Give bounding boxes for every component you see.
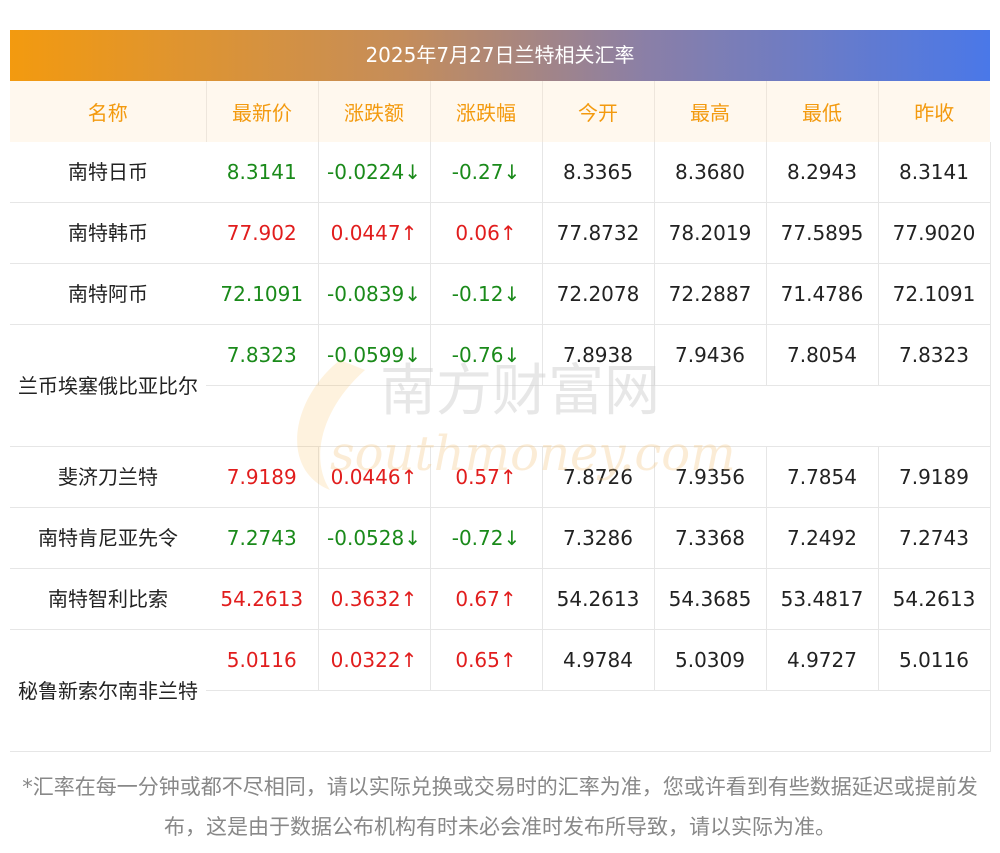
table-row: 南特阿币 72.1091 -0.0839↓ -0.12↓ 72.2078 72.2887 7… (10, 263, 991, 325)
cell-change: 0.3632↑ (318, 568, 431, 630)
cell-prev: 7.2743 (878, 507, 991, 569)
currency-pair-name: 秘鲁新索尔南非兰特 (10, 629, 206, 752)
cell-open: 7.8938 (542, 324, 655, 386)
cell-open: 7.3286 (542, 507, 655, 569)
cell-open: 77.8732 (542, 202, 655, 264)
table-header-row: 名称 最新价 涨跌额 涨跌幅 今开 最高 最低 昨收 (10, 81, 990, 142)
exchange-rate-table: 名称 最新价 涨跌额 涨跌幅 今开 最高 最低 昨收 南特日币 8.3141 -0.… (10, 81, 991, 752)
cell-low: 77.5895 (766, 202, 879, 264)
cell-change: 0.0322↑ (318, 629, 431, 691)
table-row: 兰币埃塞俄比亚比尔 7.8323 -0.0599↓ -0.76↓ 7.8938 7.943… (10, 324, 991, 447)
currency-pair-name: 南特肯尼亚先令 (10, 507, 206, 569)
cell-prev: 5.0116 (878, 629, 991, 691)
cell-pct: -0.76↓ (430, 324, 543, 386)
currency-pair-name: 南特韩币 (10, 202, 206, 264)
table-row: 南特智利比索 54.2613 0.3632↑ 0.67↑ 54.2613 54.3685 5… (10, 568, 991, 630)
cell-change: -0.0839↓ (318, 263, 431, 325)
cell-latest: 7.9189 (206, 446, 319, 508)
cell-prev: 77.9020 (878, 202, 991, 264)
header-prev: 昨收 (914, 101, 955, 125)
cell-pct: -0.72↓ (430, 507, 543, 569)
cell-latest: 54.2613 (206, 568, 319, 630)
currency-pair-name: 南特智利比索 (10, 568, 206, 630)
table-row: 秘鲁新索尔南非兰特 5.0116 0.0322↑ 0.65↑ 4.9784 5.0309 4… (10, 629, 991, 752)
currency-pair-name: 南特日币 (10, 142, 206, 203)
header-pct: 涨跌幅 (430, 81, 543, 142)
page-title: 2025年7月27日兰特相关汇率 (10, 30, 990, 81)
table-row-spacer (10, 690, 991, 752)
currency-pair-name: 南特阿币 (10, 263, 206, 325)
cell-change: 0.0446↑ (318, 446, 431, 508)
cell-open: 54.2613 (542, 568, 655, 630)
table-row: 南特韩币 77.902 0.0447↑ 0.06↑ 77.8732 78.2019 77.5… (10, 202, 991, 264)
table-row: 南特日币 8.3141 -0.0224↓ -0.27↓ 8.3365 8.3680 8.29… (10, 142, 991, 203)
cell-high: 8.3680 (654, 142, 767, 203)
cell-high: 7.9356 (654, 446, 767, 508)
cell-prev: 7.9189 (878, 446, 991, 508)
cell-pct: 0.67↑ (430, 568, 543, 630)
cell-high: 54.3685 (654, 568, 767, 630)
cell-pct: -0.27↓ (430, 142, 543, 203)
currency-pair-name: 兰币埃塞俄比亚比尔 (10, 324, 206, 447)
cell-low: 7.8054 (766, 324, 879, 386)
cell-pct: -0.12↓ (430, 263, 543, 325)
header-open: 今开 (542, 81, 655, 142)
table-row: 南特肯尼亚先令 7.2743 -0.0528↓ -0.72↓ 7.3286 7.3368 7… (10, 507, 991, 569)
cell-prev: 8.3141 (878, 142, 991, 203)
cell-high: 7.3368 (654, 507, 767, 569)
cell-pct: 0.57↑ (430, 446, 543, 508)
header-low: 最低 (766, 81, 879, 142)
cell-open: 4.9784 (542, 629, 655, 691)
cell-latest: 77.902 (206, 202, 319, 264)
header-high: 最高 (654, 81, 767, 142)
cell-low: 7.7854 (766, 446, 879, 508)
row-spacer-cell (206, 385, 991, 447)
row-spacer-cell (206, 690, 991, 752)
cell-latest: 7.8323 (206, 324, 319, 386)
cell-latest: 5.0116 (206, 629, 319, 691)
cell-high: 5.0309 (654, 629, 767, 691)
cell-prev: 72.1091 (878, 263, 991, 325)
cell-prev: 7.8323 (878, 324, 991, 386)
cell-low: 4.9727 (766, 629, 879, 691)
table-row: 斐济刀兰特 7.9189 0.0446↑ 0.57↑ 7.8726 7.9356 7.785… (10, 446, 991, 508)
cell-pct: 0.06↑ (430, 202, 543, 264)
cell-latest: 72.1091 (206, 263, 319, 325)
cell-high: 78.2019 (654, 202, 767, 264)
cell-change: -0.0528↓ (318, 507, 431, 569)
cell-open: 8.3365 (542, 142, 655, 203)
cell-latest: 7.2743 (206, 507, 319, 569)
cell-change: -0.0224↓ (318, 142, 431, 203)
header-name: 名称 (10, 81, 207, 142)
cell-prev: 54.2613 (878, 568, 991, 630)
header-latest: 最新价 (206, 81, 319, 142)
cell-open: 72.2078 (542, 263, 655, 325)
currency-pair-name: 斐济刀兰特 (10, 446, 206, 508)
table-row-spacer (10, 385, 991, 447)
footnote-disclaimer: *汇率在每一分钟或都不尽相同，请以实际兑换或交易时的汇率为准，您或许看到有些数据… (22, 775, 978, 839)
header-change: 涨跌额 (318, 81, 431, 142)
cell-latest: 8.3141 (206, 142, 319, 203)
cell-low: 7.2492 (766, 507, 879, 569)
cell-change: -0.0599↓ (318, 324, 431, 386)
cell-low: 53.4817 (766, 568, 879, 630)
cell-high: 72.2887 (654, 263, 767, 325)
cell-high: 7.9436 (654, 324, 767, 386)
cell-low: 8.2943 (766, 142, 879, 203)
cell-change: 0.0447↑ (318, 202, 431, 264)
cell-low: 71.4786 (766, 263, 879, 325)
cell-open: 7.8726 (542, 446, 655, 508)
cell-pct: 0.65↑ (430, 629, 543, 691)
